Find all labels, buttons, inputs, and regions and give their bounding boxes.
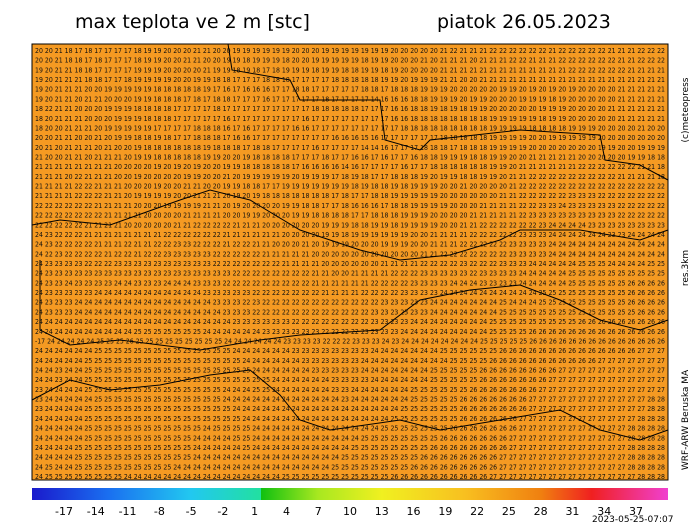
map-area xyxy=(31,43,669,481)
grid-row: 24 23 23 24 23 23 23 23 24 24 23 23 23 2… xyxy=(35,279,665,287)
contour xyxy=(227,43,669,181)
colorbar-label: 19 xyxy=(438,505,452,518)
date: piatok 26.05.2023 xyxy=(437,11,611,33)
colorbar-label: 22 xyxy=(470,505,484,518)
grid-row: 21 21 21 21 21 21 21 21 20 20 20 20 19 2… xyxy=(35,163,665,171)
grid-row: 21 21 21 21 22 22 22 21 21 20 19 19 19 1… xyxy=(35,192,665,200)
grid-row: 24 24 24 24 25 25 25 25 25 25 25 25 25 2… xyxy=(35,454,665,462)
grid-row: 19 20 21 21 20 21 21 20 20 20 19 19 18 1… xyxy=(35,95,665,103)
colorbar-label: -2 xyxy=(217,505,228,518)
colorbar-label: 34 xyxy=(597,505,611,518)
colorbar-label: 1 xyxy=(251,505,258,518)
grid-row: 24 24 24 24 24 25 25 25 25 25 25 25 25 2… xyxy=(35,425,665,433)
grid-row: 24 23 22 22 22 21 21 21 21 21 21 21 21 2… xyxy=(35,231,665,239)
grid-row: 24 22 23 22 22 22 22 21 22 22 21 22 22 2… xyxy=(35,250,665,258)
contour xyxy=(31,369,669,441)
grid-row: 24 24 23 24 24 25 25 25 25 25 25 25 25 2… xyxy=(35,376,665,384)
grid-row: 24 25 25 25 25 25 25 25 25 24 24 24 24 2… xyxy=(35,473,665,481)
colorbar xyxy=(32,488,668,500)
colorbar-label: 7 xyxy=(315,505,322,518)
grid-row: 24 25 24 24 25 25 25 25 25 25 25 25 25 2… xyxy=(35,463,665,471)
grid-row: 20 20 21 18 18 17 18 17 17 17 18 19 19 2… xyxy=(35,57,665,65)
colorbar-label: -17 xyxy=(55,505,73,518)
colorbar-label: 4 xyxy=(283,505,290,518)
colorbar-labels: -17 -14 -11 -8 -5 -2 1 4 7 10 13 16 19 22 25 28 31 34 37 xyxy=(55,505,643,518)
colorbar-label: 28 xyxy=(534,505,548,518)
colorbar-label: -11 xyxy=(119,505,137,518)
resolution: res.3km xyxy=(681,250,691,286)
grid-row: 24 23 23 23 24 24 24 24 24 24 24 24 24 2… xyxy=(35,308,665,316)
title: max teplota ve 2 m [stc] xyxy=(75,11,310,33)
colorbar-label: 37 xyxy=(629,505,643,518)
contours xyxy=(31,43,669,441)
colorbar-label: -5 xyxy=(186,505,197,518)
grid-row: 21 21 21 21 22 22 21 21 21 20 20 20 19 2… xyxy=(35,183,665,191)
grid-row: 20 21 20 21 21 21 20 21 20 20 19 18 18 1… xyxy=(35,144,665,152)
grid-row: 24 24 24 24 24 25 25 25 25 25 25 25 25 2… xyxy=(35,357,665,365)
colorbar-label: 13 xyxy=(375,505,389,518)
grid-row: 19 20 21 21 18 18 17 17 17 17 19 19 19 2… xyxy=(35,66,665,74)
contour xyxy=(31,189,669,261)
value-grid: 20 20 21 18 17 18 17 17 17 17 18 19 19 2… xyxy=(35,47,665,481)
grid-row: 24 24 24 24 24 25 25 25 25 25 25 25 25 2… xyxy=(35,434,665,442)
colorbar-label: -14 xyxy=(87,505,105,518)
grid-row: 22 22 22 22 22 22 22 21 21 21 21 20 20 2… xyxy=(35,212,665,220)
colorbar-label: -8 xyxy=(154,505,165,518)
grid-row: 24 24 24 24 25 25 25 25 25 25 25 25 25 2… xyxy=(35,444,665,452)
grid-row: 23 24 24 24 24 25 25 25 25 25 25 25 25 2… xyxy=(35,386,665,394)
grid-row: -17 24 24 24 24 24 25 25 25 26 25 25 25 … xyxy=(35,337,665,345)
grid-row: 24 24 24 24 24 24 24 24 24 24 24 24 24 2… xyxy=(35,318,665,326)
grid-row: 20 20 21 21 20 20 21 20 19 19 18 18 19 1… xyxy=(35,134,665,142)
grid-row: 19 20 21 21 21 20 20 19 19 19 19 19 18 1… xyxy=(35,86,665,94)
grid-row: 24 24 24 24 24 24 25 25 25 25 25 25 25 2… xyxy=(35,347,665,355)
grid-row: 24 23 23 23 23 22 22 22 23 23 23 23 23 2… xyxy=(35,260,665,268)
colorbar-label: 31 xyxy=(565,505,579,518)
grid-row: 24 23 23 23 23 23 24 24 24 24 24 24 24 2… xyxy=(35,289,665,297)
grid-row: 18 20 20 21 21 21 20 19 19 19 19 19 17 1… xyxy=(35,124,665,132)
grid-row: 24 23 23 23 23 23 23 23 23 23 23 23 23 2… xyxy=(35,270,665,278)
model: WRF-ARW Beruska MA xyxy=(681,369,691,470)
grid-row: 18 22 21 21 20 20 20 19 19 19 18 18 18 1… xyxy=(35,105,665,113)
grid-row: 22 22 22 22 22 21 21 21 21 20 20 20 20 2… xyxy=(35,221,665,229)
grid-row: 24 23 22 22 22 22 21 21 21 22 21 21 22 2… xyxy=(35,241,665,249)
timestamp: 2023-05-25-07:07 xyxy=(592,515,674,525)
colorbar-label: 16 xyxy=(407,505,421,518)
copyright: (c)meteopress xyxy=(681,77,691,142)
colorbar-label: 10 xyxy=(343,505,357,518)
grid-row: 21 20 20 21 21 20 21 21 21 20 19 19 18 1… xyxy=(35,154,665,162)
grid-row: 19 20 21 21 21 18 18 17 17 18 19 19 19 1… xyxy=(35,76,665,84)
grid-row: 24 23 23 23 24 24 24 24 24 24 24 24 24 2… xyxy=(35,299,665,307)
grid-row: 23 24 24 24 24 25 25 25 25 25 25 25 25 2… xyxy=(35,405,665,413)
grid-row: 24 24 24 24 24 25 25 25 25 25 25 25 25 2… xyxy=(35,415,665,423)
grid-row: 24 24 23 24 24 25 25 25 25 25 25 25 25 2… xyxy=(35,367,665,375)
grid-row: 21 21 21 20 22 21 21 21 20 20 19 20 20 2… xyxy=(35,173,665,181)
grid-row: 22 22 22 22 22 22 21 21 21 21 20 20 20 1… xyxy=(35,202,665,210)
grid-row: 20 20 21 18 17 18 17 17 17 17 18 19 19 2… xyxy=(35,47,665,55)
contour xyxy=(39,260,669,351)
grid-row: 23 24 24 24 24 24 25 25 25 25 25 25 25 2… xyxy=(35,396,665,404)
grid-row: 18 20 21 21 21 20 20 20 19 19 19 18 18 1… xyxy=(35,115,665,123)
colorbar-label: 25 xyxy=(502,505,516,518)
